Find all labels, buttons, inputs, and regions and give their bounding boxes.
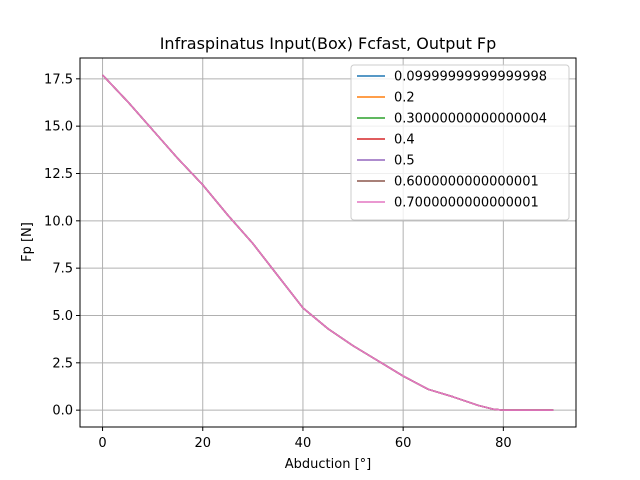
y-tick-label: 17.5 [44,72,73,87]
plot-frame [79,57,577,428]
x-tick-label: 60 [395,436,412,451]
legend-box [350,64,570,221]
legend-label: 0.2 [394,91,415,106]
y-tick-label: 5.0 [52,309,73,324]
legend-label: 0.5 [394,154,415,169]
y-tick-label: 0.0 [52,404,73,419]
series-group [102,74,554,411]
x-axis: 0 20 40 60 80 [98,427,512,451]
legend: 0.09999999999999998 0.2 0.3000000000000000… [350,64,570,221]
y-axis: 0.0 2.5 5.0 7.5 10.0 12.5 15.0 17.5 [44,72,80,419]
legend-label: 0.7000000000000001 [394,196,539,211]
x-tick-label: 80 [495,436,512,451]
x-tick-label: 0 [98,436,106,451]
y-tick-label: 12.5 [44,167,73,182]
y-tick-label: 15.0 [44,120,73,135]
x-tick-label: 20 [194,436,211,451]
y-tick-label: 7.5 [52,262,73,277]
series-line-7 [102,74,554,411]
y-tick-label: 2.5 [52,356,73,371]
y-tick-label: 10.0 [44,214,73,229]
y-axis-label: Fp [N] [20,222,35,262]
chart-title: Infraspinatus Input(Box) Fcfast, Output … [160,34,497,53]
x-tick-label: 40 [295,436,312,451]
legend-label: 0.09999999999999998 [394,70,547,85]
legend-label: 0.4 [394,133,415,148]
legend-label: 0.30000000000000004 [394,112,547,127]
legend-label: 0.6000000000000001 [394,175,539,190]
x-axis-label: Abduction [°] [285,457,371,472]
